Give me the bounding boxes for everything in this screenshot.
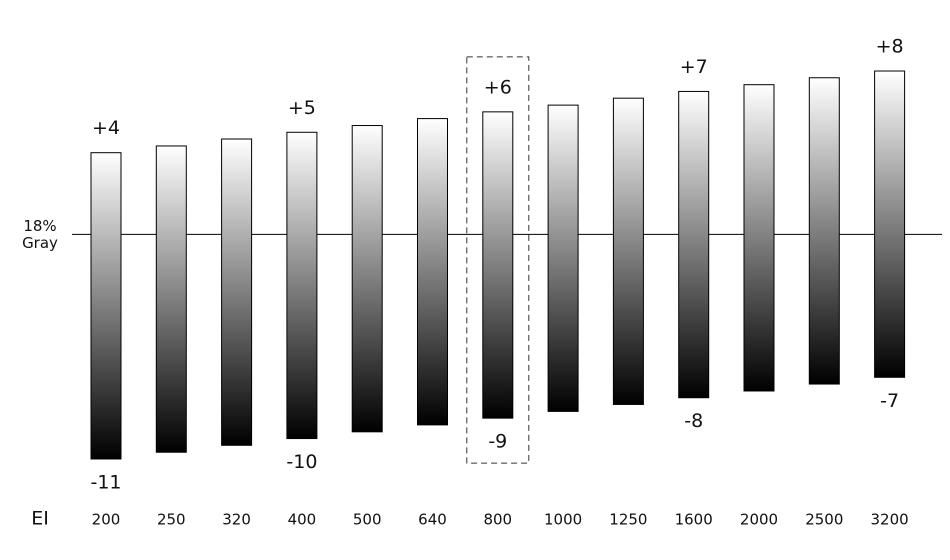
low-label: -8	[684, 410, 703, 432]
x-tick-label: 640	[418, 511, 447, 529]
bar	[547, 104, 579, 412]
x-tick-label: 400	[288, 511, 317, 529]
high-label: +4	[92, 117, 120, 139]
low-label: -9	[488, 431, 507, 453]
x-axis-label: EI	[31, 508, 49, 530]
bar	[417, 118, 448, 426]
x-tick-label: 1000	[544, 511, 582, 529]
bar	[155, 145, 187, 453]
x-tick-label: 1250	[609, 511, 647, 529]
highlight-box	[466, 56, 530, 464]
high-label: +8	[876, 36, 904, 58]
x-tick-label: 200	[92, 511, 121, 529]
high-label: +6	[484, 76, 512, 98]
x-tick-label: 2500	[805, 511, 843, 529]
bar	[221, 138, 253, 446]
x-tick-label: 800	[483, 511, 512, 529]
high-label: +7	[680, 56, 708, 78]
x-tick-label: 2000	[740, 511, 778, 529]
x-tick-label: 320	[222, 511, 251, 529]
x-tick-label: 250	[157, 511, 186, 529]
low-label: -11	[90, 471, 121, 493]
x-tick-label: 3200	[871, 511, 909, 529]
low-label: -7	[880, 390, 899, 412]
bar	[612, 97, 644, 405]
x-tick-label: 1600	[675, 511, 713, 529]
bar	[286, 131, 318, 440]
bar	[678, 90, 710, 399]
bar	[90, 152, 122, 460]
reference-label: 18%	[23, 217, 56, 235]
x-tick-label: 500	[353, 511, 382, 529]
bar	[351, 125, 383, 433]
bar	[743, 84, 775, 392]
bar	[874, 70, 906, 378]
bar	[808, 77, 840, 385]
high-label: +5	[288, 97, 316, 119]
low-label: -10	[286, 451, 317, 473]
reference-label: Gray	[22, 234, 58, 252]
bar	[482, 111, 514, 419]
